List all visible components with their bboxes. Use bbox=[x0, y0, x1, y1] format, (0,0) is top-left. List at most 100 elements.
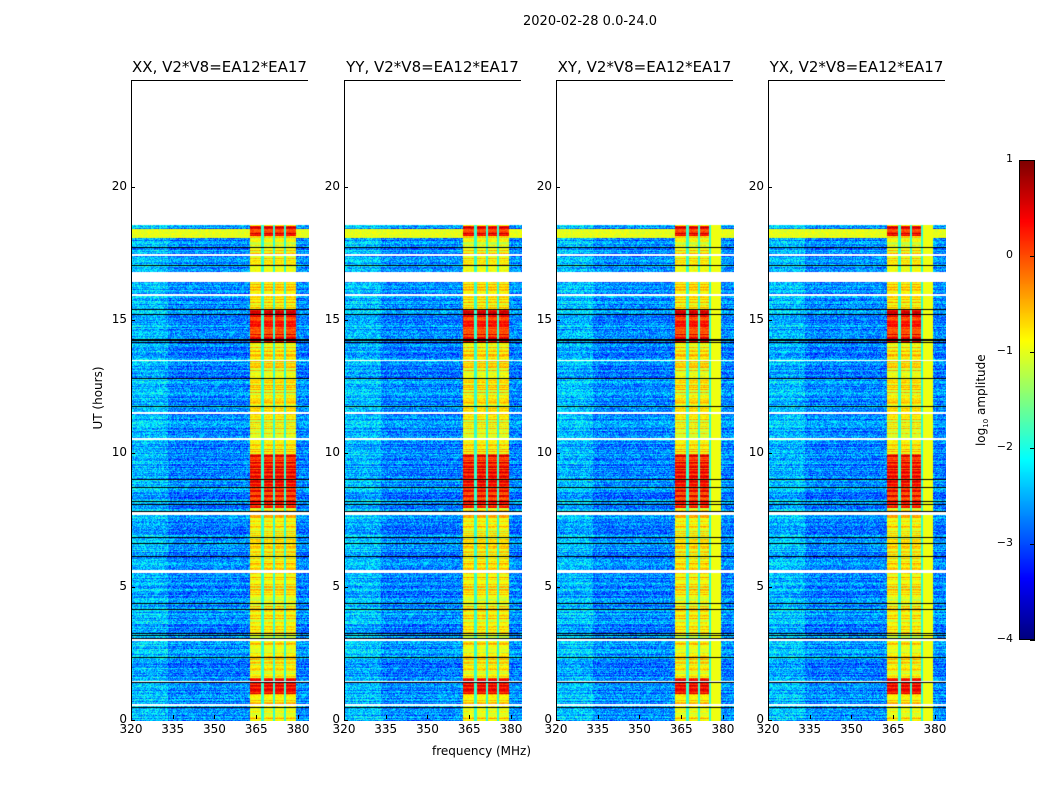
x-axis-label: frequency (MHz) bbox=[432, 744, 532, 758]
y-tick-label: 20 bbox=[536, 178, 552, 193]
x-tick-label: 335 bbox=[161, 722, 185, 736]
x-tick-label: 335 bbox=[586, 722, 610, 736]
y-tick-label: 10 bbox=[324, 445, 340, 460]
x-tick bbox=[556, 715, 557, 719]
y-tick bbox=[768, 453, 772, 455]
x-tick bbox=[131, 715, 132, 719]
x-tick bbox=[681, 715, 683, 719]
x-tick bbox=[469, 715, 471, 719]
y-tick-label: 10 bbox=[748, 445, 764, 460]
y-tick-label: 20 bbox=[748, 178, 764, 193]
x-tick bbox=[427, 715, 429, 719]
y-tick bbox=[131, 186, 135, 188]
x-tick bbox=[722, 715, 724, 719]
colorbar-label-sub: 10 bbox=[982, 418, 991, 428]
colorbar-tick bbox=[1030, 160, 1035, 161]
colorbar-gradient bbox=[1020, 161, 1034, 639]
heatmap-panel bbox=[556, 80, 734, 721]
figure-title: 2020-02-28 0.0-24.0 bbox=[523, 14, 657, 29]
heatmap-panel bbox=[131, 80, 309, 721]
x-tick bbox=[297, 715, 299, 719]
y-tick-label: 10 bbox=[536, 445, 552, 460]
x-tick bbox=[934, 715, 936, 719]
panel-title: YX, V2*V8=EA12*EA17 bbox=[769, 58, 944, 76]
colorbar-tick-label: −3 bbox=[996, 536, 1013, 549]
x-tick bbox=[809, 715, 811, 719]
colorbar-tick-label: 1 bbox=[1006, 152, 1013, 165]
x-tick bbox=[768, 715, 769, 719]
y-tick bbox=[768, 586, 772, 588]
x-tick bbox=[214, 715, 216, 719]
y-tick bbox=[131, 720, 135, 721]
colorbar-tick bbox=[1030, 640, 1035, 641]
x-tick-label: 320 bbox=[544, 722, 568, 736]
y-tick bbox=[768, 720, 772, 721]
colorbar-tick-label: −2 bbox=[996, 440, 1013, 453]
y-tick-label: 0 bbox=[756, 712, 764, 726]
y-tick bbox=[556, 453, 560, 455]
x-tick-label: 365 bbox=[669, 722, 693, 736]
heatmap-panel bbox=[768, 80, 946, 721]
panel-title: YY, V2*V8=EA12*EA17 bbox=[346, 58, 519, 76]
y-tick bbox=[556, 320, 560, 321]
x-tick-label: 335 bbox=[798, 722, 822, 736]
x-tick-label: 320 bbox=[119, 722, 143, 736]
x-tick-label: 365 bbox=[457, 722, 481, 736]
y-tick-label: 15 bbox=[748, 312, 764, 326]
heatmap-panel bbox=[344, 80, 522, 721]
x-tick-label: 320 bbox=[332, 722, 356, 736]
x-tick-label: 380 bbox=[923, 722, 947, 736]
colorbar-label: log10 amplitude bbox=[974, 350, 990, 450]
y-tick bbox=[556, 720, 560, 721]
y-tick bbox=[344, 186, 348, 188]
y-axis-label: UT (hours) bbox=[91, 366, 105, 430]
colorbar-tick bbox=[1030, 352, 1035, 353]
y-tick-label: 15 bbox=[324, 312, 340, 326]
x-tick bbox=[344, 715, 345, 719]
x-tick-label: 350 bbox=[628, 722, 651, 736]
x-tick-label: 380 bbox=[499, 722, 523, 736]
panel-title: XX, V2*V8=EA12*EA17 bbox=[132, 58, 307, 76]
y-tick bbox=[344, 586, 348, 588]
x-tick bbox=[851, 715, 853, 719]
y-tick bbox=[344, 720, 348, 721]
x-tick-label: 380 bbox=[711, 722, 735, 736]
colorbar-tick-label: −1 bbox=[996, 344, 1013, 357]
y-tick bbox=[344, 453, 348, 455]
colorbar-tick bbox=[1030, 544, 1035, 545]
y-tick-label: 0 bbox=[119, 712, 127, 726]
colorbar-label-log: log bbox=[973, 427, 988, 447]
y-tick-label: 20 bbox=[111, 178, 127, 193]
x-tick bbox=[510, 715, 512, 719]
y-tick bbox=[556, 186, 560, 188]
colorbar-tick-label: 0 bbox=[1006, 248, 1013, 261]
y-tick-label: 5 bbox=[332, 578, 340, 593]
y-tick-label: 10 bbox=[111, 445, 127, 460]
x-tick-label: 320 bbox=[756, 722, 780, 736]
x-tick-label: 350 bbox=[840, 722, 863, 736]
x-tick bbox=[597, 715, 599, 719]
x-tick bbox=[893, 715, 895, 719]
y-tick bbox=[768, 320, 772, 321]
y-tick-label: 5 bbox=[756, 578, 764, 593]
y-tick bbox=[344, 320, 348, 321]
x-tick bbox=[172, 715, 174, 719]
y-tick bbox=[131, 320, 135, 321]
x-tick bbox=[256, 715, 258, 719]
y-tick bbox=[768, 186, 772, 188]
heatmap-cells bbox=[769, 81, 946, 721]
heatmap-cells bbox=[132, 81, 309, 721]
x-tick-label: 350 bbox=[203, 722, 226, 736]
colorbar-label-rest: amplitude bbox=[973, 354, 988, 419]
y-tick-label: 20 bbox=[324, 178, 340, 193]
y-tick bbox=[556, 586, 560, 588]
y-tick bbox=[131, 453, 135, 455]
y-tick-label: 5 bbox=[544, 578, 552, 593]
x-tick-label: 380 bbox=[286, 722, 310, 736]
x-tick-label: 335 bbox=[374, 722, 398, 736]
y-tick-label: 0 bbox=[544, 712, 552, 726]
y-tick-label: 5 bbox=[119, 578, 127, 593]
y-tick bbox=[131, 586, 135, 588]
x-tick bbox=[385, 715, 387, 719]
